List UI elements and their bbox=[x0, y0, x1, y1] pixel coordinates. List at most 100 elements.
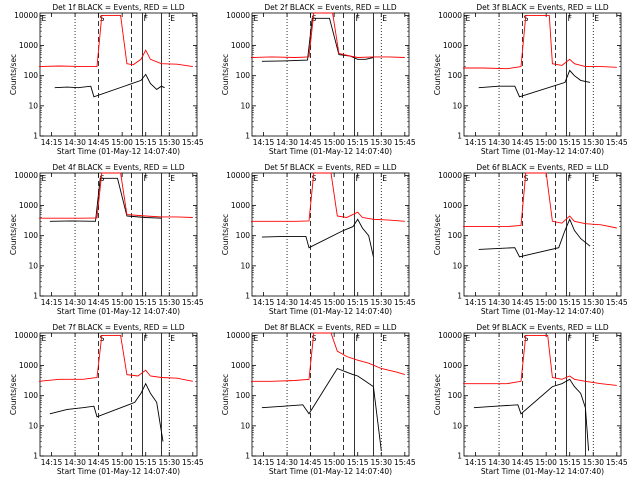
x-tick-label: 14:30 bbox=[64, 138, 86, 147]
event-label: F bbox=[356, 174, 360, 183]
series-lld-line bbox=[38, 14, 193, 68]
x-tick-label: 14:45 bbox=[88, 298, 110, 307]
x-tick-label: 14:30 bbox=[64, 458, 86, 467]
event-label: E bbox=[382, 174, 387, 183]
x-tick-label: 14:15 bbox=[41, 138, 63, 147]
event-label: S bbox=[100, 14, 105, 23]
y-tick-label: 100 bbox=[24, 71, 39, 80]
plot-frame bbox=[251, 332, 410, 457]
x-tick-label: 14:15 bbox=[253, 298, 275, 307]
series-events-line bbox=[49, 177, 162, 222]
y-tick-label: 10 bbox=[452, 101, 462, 110]
y-axis-label: Counts/sec bbox=[433, 374, 442, 415]
y-axis-label: Counts/sec bbox=[221, 374, 230, 415]
x-tick-label: 14:30 bbox=[488, 298, 510, 307]
x-tick-label: 14:30 bbox=[276, 458, 298, 467]
chart-panel-5: Det 5f BLACK = Events, RED = LLD E S F E 1 10 1… bbox=[221, 163, 416, 316]
x-tick-label: 15:00 bbox=[323, 298, 345, 307]
event-label: E bbox=[382, 14, 387, 23]
series-lld-line bbox=[463, 172, 617, 229]
x-tick-label: 15:30 bbox=[370, 138, 392, 147]
event-label: F bbox=[356, 334, 360, 343]
event-label: E bbox=[42, 174, 47, 183]
x-tick-label: 15:45 bbox=[182, 458, 204, 467]
event-label: E bbox=[594, 174, 599, 183]
x-axis-label: Start Time (01-May-12 14:07:40) bbox=[269, 147, 392, 156]
event-label: S bbox=[312, 174, 317, 183]
x-tick-label: 15:15 bbox=[347, 138, 369, 147]
y-tick-label: 10000 bbox=[438, 171, 462, 180]
y-tick-label: 10000 bbox=[226, 11, 250, 20]
chart-title: Det 3f BLACK = Events, RED = LLD bbox=[476, 3, 609, 12]
x-axis-label: Start Time (01-May-12 14:07:40) bbox=[269, 467, 392, 476]
event-label: F bbox=[144, 14, 148, 23]
event-label: E bbox=[254, 174, 259, 183]
y-tick-label: 10000 bbox=[438, 11, 462, 20]
x-tick-label: 15:00 bbox=[323, 138, 345, 147]
event-label: E bbox=[466, 334, 471, 343]
series-lld-line bbox=[251, 332, 405, 382]
y-tick-label: 1000 bbox=[231, 201, 250, 210]
x-tick-label: 14:45 bbox=[300, 458, 322, 467]
chart-title: Det 1f BLACK = Events, RED = LLD bbox=[52, 3, 185, 12]
event-label: E bbox=[42, 334, 47, 343]
event-label: S bbox=[312, 334, 317, 343]
x-tick-label: 15:45 bbox=[606, 298, 628, 307]
y-axis-label: Counts/sec bbox=[9, 214, 18, 255]
series-lld-line bbox=[250, 12, 405, 58]
series-lld-line bbox=[38, 334, 193, 382]
plot-frame bbox=[463, 172, 622, 297]
y-tick-label: 100 bbox=[448, 71, 463, 80]
event-label: E bbox=[170, 334, 175, 343]
chart-panel-3: Det 3f BLACK = Events, RED = LLD E S F E 1 10 1… bbox=[433, 3, 628, 156]
x-tick-label: 15:15 bbox=[559, 458, 581, 467]
x-axis-label: Start Time (01-May-12 14:07:40) bbox=[57, 147, 180, 156]
y-tick-label: 10 bbox=[240, 261, 250, 270]
y-tick-label: 10 bbox=[452, 261, 462, 270]
y-tick-label: 1 bbox=[457, 132, 462, 141]
event-label: E bbox=[594, 334, 599, 343]
y-tick-label: 100 bbox=[24, 231, 39, 240]
x-tick-label: 14:30 bbox=[64, 298, 86, 307]
x-tick-label: 15:30 bbox=[158, 298, 180, 307]
x-tick-label: 14:30 bbox=[488, 458, 510, 467]
y-tick-label: 1000 bbox=[231, 361, 250, 370]
y-axis-label: Counts/sec bbox=[9, 374, 18, 415]
y-tick-label: 100 bbox=[236, 391, 251, 400]
y-tick-label: 10 bbox=[452, 421, 462, 430]
x-tick-label: 15:00 bbox=[535, 458, 557, 467]
x-axis-label: Start Time (01-May-12 14:07:40) bbox=[57, 307, 180, 316]
y-tick-label: 1000 bbox=[443, 41, 462, 50]
y-tick-label: 100 bbox=[24, 391, 39, 400]
x-tick-label: 15:15 bbox=[135, 458, 157, 467]
chart-panel-9: Det 9f BLACK = Events, RED = LLD E S F E 1 10 1… bbox=[433, 323, 628, 476]
chart-panel-1: Det 1f BLACK = Events, RED = LLD E S F E 1 10 1… bbox=[9, 3, 204, 156]
event-label: S bbox=[524, 334, 529, 343]
event-label: F bbox=[144, 334, 148, 343]
x-tick-label: 15:45 bbox=[394, 138, 416, 147]
x-tick-label: 14:15 bbox=[41, 298, 63, 307]
y-tick-label: 1000 bbox=[19, 361, 38, 370]
event-label: S bbox=[100, 334, 105, 343]
x-tick-label: 15:45 bbox=[606, 138, 628, 147]
x-tick-label: 15:15 bbox=[559, 298, 581, 307]
x-tick-label: 14:30 bbox=[276, 298, 298, 307]
event-label: F bbox=[568, 334, 572, 343]
y-axis-label: Counts/sec bbox=[433, 54, 442, 95]
x-tick-label: 15:30 bbox=[370, 298, 392, 307]
y-tick-label: 1 bbox=[33, 132, 38, 141]
x-tick-label: 14:30 bbox=[488, 138, 510, 147]
series-lld-line bbox=[463, 334, 617, 386]
y-axis-label: Counts/sec bbox=[9, 54, 18, 95]
chart-title: Det 5f BLACK = Events, RED = LLD bbox=[264, 163, 397, 172]
y-tick-label: 100 bbox=[448, 231, 463, 240]
x-tick-label: 14:15 bbox=[253, 138, 275, 147]
event-label: E bbox=[42, 14, 47, 23]
y-tick-label: 10 bbox=[240, 101, 250, 110]
x-axis-label: Start Time (01-May-12 14:07:40) bbox=[481, 467, 604, 476]
y-tick-label: 1 bbox=[33, 452, 38, 461]
y-tick-label: 1 bbox=[457, 452, 462, 461]
series-events-line bbox=[478, 218, 591, 258]
plot-frame bbox=[463, 12, 622, 137]
